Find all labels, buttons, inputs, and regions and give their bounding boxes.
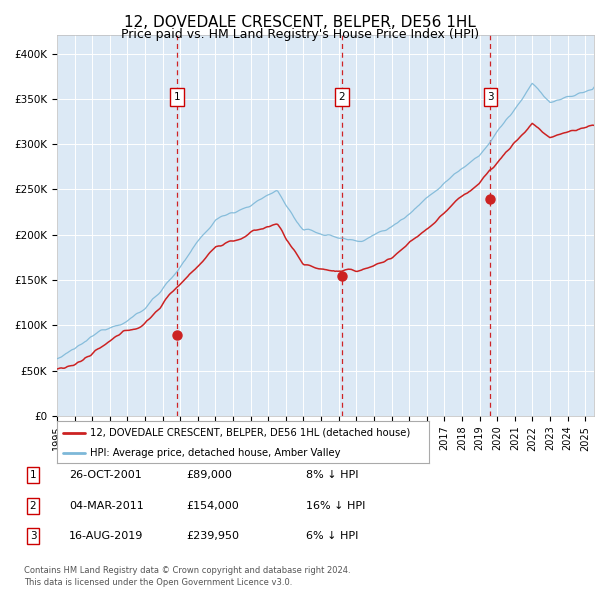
Text: 12, DOVEDALE CRESCENT, BELPER, DE56 1HL (detached house): 12, DOVEDALE CRESCENT, BELPER, DE56 1HL … xyxy=(91,428,411,438)
Text: 04-MAR-2011: 04-MAR-2011 xyxy=(69,501,144,510)
Text: 3: 3 xyxy=(29,532,37,541)
Text: 6% ↓ HPI: 6% ↓ HPI xyxy=(306,532,358,541)
Text: 12, DOVEDALE CRESCENT, BELPER, DE56 1HL: 12, DOVEDALE CRESCENT, BELPER, DE56 1HL xyxy=(124,15,476,30)
Text: 2: 2 xyxy=(338,92,345,102)
Text: Price paid vs. HM Land Registry's House Price Index (HPI): Price paid vs. HM Land Registry's House … xyxy=(121,28,479,41)
Text: Contains HM Land Registry data © Crown copyright and database right 2024.
This d: Contains HM Land Registry data © Crown c… xyxy=(24,566,350,587)
Text: 16-AUG-2019: 16-AUG-2019 xyxy=(69,532,143,541)
Text: 2: 2 xyxy=(29,501,37,510)
Text: 8% ↓ HPI: 8% ↓ HPI xyxy=(306,470,359,480)
Text: £154,000: £154,000 xyxy=(186,501,239,510)
Text: 1: 1 xyxy=(174,92,181,102)
Text: 16% ↓ HPI: 16% ↓ HPI xyxy=(306,501,365,510)
Text: 3: 3 xyxy=(487,92,494,102)
Text: HPI: Average price, detached house, Amber Valley: HPI: Average price, detached house, Ambe… xyxy=(91,448,341,457)
Text: 26-OCT-2001: 26-OCT-2001 xyxy=(69,470,142,480)
Text: 1: 1 xyxy=(29,470,37,480)
Text: £239,950: £239,950 xyxy=(186,532,239,541)
Text: £89,000: £89,000 xyxy=(186,470,232,480)
